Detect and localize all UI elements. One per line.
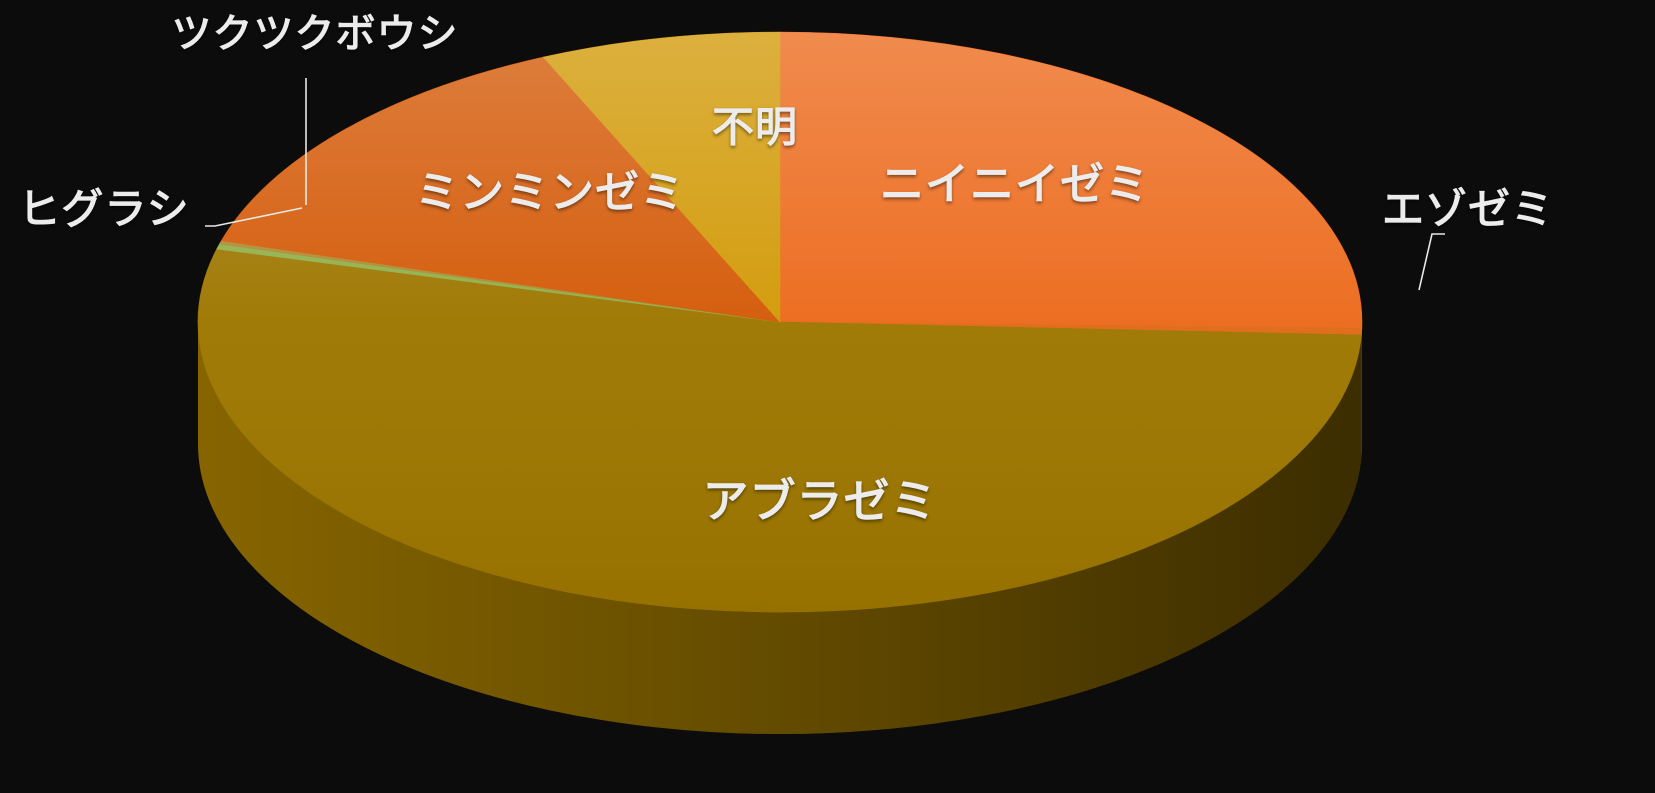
slice-label-4: ツクツクボウシ (171, 11, 459, 57)
slice-label-0: ニイニイゼミ (880, 159, 1150, 210)
slice-label-2: アブラゼミ (702, 474, 938, 528)
pie-side-shade-2 (197, 322, 1362, 735)
pie-top-shine (198, 32, 1362, 612)
leader-line-1 (1418, 233, 1445, 291)
slice-label-3: ヒグラシ (18, 184, 190, 234)
leader-line-3 (205, 207, 303, 227)
slice-label-1: エゾゼミ (1381, 184, 1555, 234)
slice-label-6: 不明 (711, 102, 799, 152)
slice-label-5: ミンミンゼミ (415, 167, 685, 218)
